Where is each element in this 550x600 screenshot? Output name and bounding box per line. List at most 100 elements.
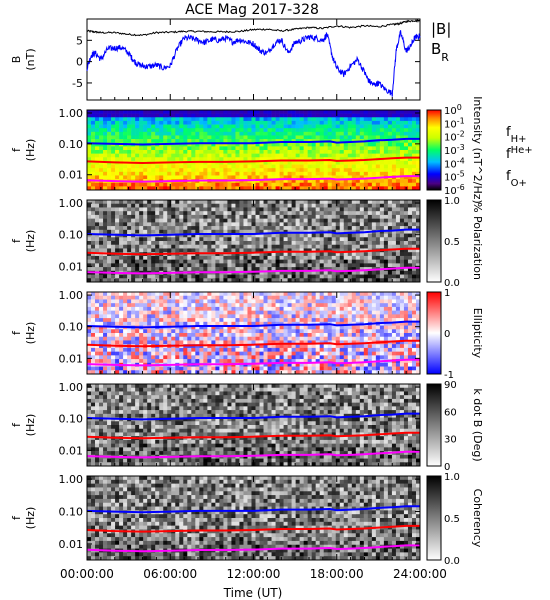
spectrogram-cell [327,203,333,208]
spectrogram-cell [151,117,156,122]
spectrogram-cell [179,351,184,356]
spectrogram-cell [331,252,337,257]
spectrogram-cell [339,120,345,125]
spectrogram-cell [123,120,128,125]
spectrogram-cell [183,299,188,304]
spectrogram-cell [159,355,164,360]
spectrogram-cell [103,182,108,187]
spectrogram-cell [255,124,260,129]
spectrogram-cell [311,110,316,114]
spectrogram-cell [287,270,292,275]
spectrogram-cell [175,214,180,219]
spectrogram-cell [343,120,349,125]
spectrogram-cell [259,362,264,367]
spectrogram-cell [143,333,148,338]
spectrogram-cell [303,135,308,140]
spectrogram-cell [323,274,329,279]
spectrogram-cell [235,110,240,114]
spectrogram-cell [163,241,168,246]
spectrogram-cell [307,153,312,158]
spectrogram-cell [243,168,248,173]
spectrogram-cell [343,131,349,136]
spectrogram-cell [259,124,264,129]
spectrogram-cell [119,164,124,169]
spectrogram-cell [239,153,244,158]
spectrogram-cell [167,150,172,154]
spectrogram-cell [339,171,345,176]
spectrogram-cell [283,226,288,231]
spectrogram-cell [195,128,200,133]
spectrogram-cell [135,306,140,311]
spectrogram-cell [347,124,353,129]
spectrogram-cell [251,325,256,330]
spectrogram-cell [159,299,164,304]
spectrogram-cell [99,135,104,140]
spectrogram-cell [347,248,353,253]
spectrogram-cell [379,117,385,122]
spectrogram-cell [323,203,329,208]
spectrogram-cell [391,182,397,187]
spectrogram-cell [183,182,188,187]
spectrogram-cell [343,203,349,208]
spectrogram-cell [139,117,144,122]
spectrogram-cell [239,244,244,249]
spectrogram-cell [271,274,276,279]
spectrogram-cell [123,226,128,231]
spectrogram-cell [211,355,216,360]
spectrogram-cell [259,222,264,227]
spectrogram-cell [387,211,393,216]
spectrogram-cell [307,333,312,338]
spectrogram-cell [163,226,168,231]
spectrogram-cell [323,259,329,264]
spectrogram-cell [215,207,220,212]
spectrogram-cell [179,226,184,231]
spectrogram-cell [391,252,397,257]
spectrogram-cell [143,157,148,162]
spectrogram-cell [271,237,276,242]
spectrogram-cell [347,252,353,257]
spectrogram-cell [399,150,405,154]
spectrogram-cell [363,124,369,129]
spectrogram-cell [299,362,304,367]
spectrogram-cell [243,351,248,356]
spectrogram-cell [247,175,252,180]
spectrogram-cell [327,124,333,129]
spectrogram-cell [275,270,280,275]
spectrogram-cell [343,244,349,249]
spectrogram-cell [267,211,272,216]
series-line-B_R [86,30,421,97]
spectrogram-cell [323,200,329,205]
spectrogram-cell [207,321,212,326]
spectrogram-cell [343,207,349,212]
spectrogram-cell [143,314,148,319]
spectrogram-cell [259,168,264,173]
spectrogram-cell [303,226,308,231]
spectrogram-cell [379,214,385,219]
spectrogram-cell [135,347,140,352]
spectrogram-cell [307,164,312,169]
spectrogram-cell [247,110,252,114]
spectrogram-cell [179,207,184,212]
spectrogram-cell [131,207,136,212]
spectrogram-cell [159,278,164,283]
spectrogram-cell [91,113,96,118]
spectrogram-cell [227,318,232,323]
spectrogram-cell [299,211,304,216]
spectrogram-cell [355,117,361,122]
spectrogram-cell [139,124,144,129]
spectrogram-cell [155,310,160,315]
spectrogram-cell [271,310,276,315]
spectrogram-cell [311,355,316,360]
spectrogram-cell [199,113,204,118]
spectrogram-cell [151,314,156,319]
spectrogram-cell [183,214,188,219]
spectrogram-cell [171,171,176,176]
spectrogram-cell [255,267,260,272]
spectrogram-cell [307,186,312,191]
spectrogram-cell [111,110,116,114]
spectrogram-cell [267,160,272,165]
spectrogram-cell [355,207,361,212]
spectrogram-cell [99,336,104,341]
spectrogram-cell [267,157,272,162]
spectrogram-cell [243,325,248,330]
